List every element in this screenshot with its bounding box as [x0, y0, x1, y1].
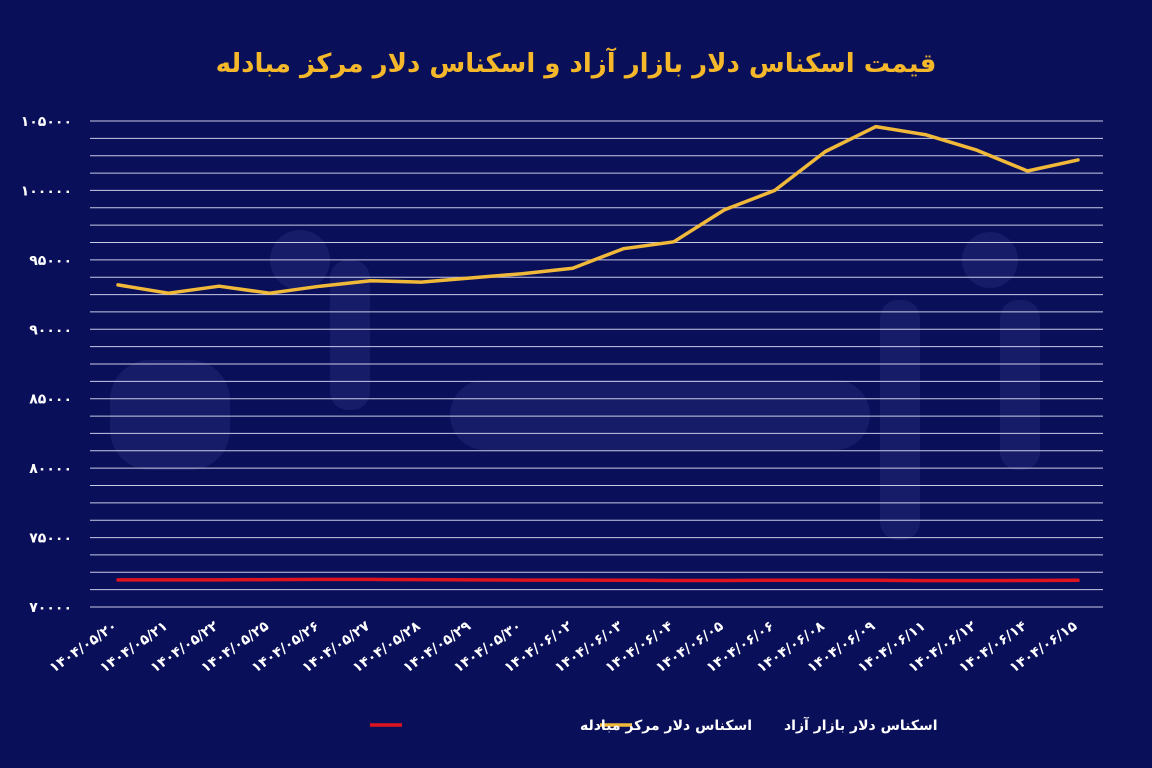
data-point [167, 291, 171, 295]
data-point [268, 291, 272, 295]
data-point [924, 579, 928, 583]
data-point [823, 578, 827, 582]
chart-title: قیمت اسکناس دلار بازار آزاد و اسکناس دلا… [216, 47, 937, 79]
data-point [470, 276, 474, 280]
data-point [116, 578, 120, 582]
data-point [470, 578, 474, 582]
data-point [520, 272, 524, 276]
data-point [975, 148, 979, 152]
y-tick-label: ۷۰۰۰۰ [29, 600, 72, 616]
data-point [1025, 578, 1029, 582]
y-tick-label: ۹۵۰۰۰ [29, 253, 72, 269]
data-point [823, 150, 827, 154]
data-point [621, 578, 625, 582]
data-point [975, 579, 979, 583]
legend: اسکناس دلار بازار آزاد اسکناس دلار مرکز م… [370, 716, 938, 734]
watermark [110, 230, 1040, 540]
data-point [672, 240, 676, 244]
data-point [924, 133, 928, 137]
data-point [520, 578, 524, 582]
series-line-free-market [116, 124, 1080, 295]
data-point [419, 578, 423, 582]
data-point [217, 284, 221, 288]
y-axis: ۷۰۰۰۰ ۷۵۰۰۰ ۸۰۰۰۰ ۸۵۰۰۰ ۹۰۰۰۰ ۹۵۰۰۰ ۱۰۰۰۰۰ ۱۰۵۰… [21, 114, 72, 616]
data-point [773, 188, 777, 192]
data-point [369, 279, 373, 283]
data-point [571, 266, 575, 270]
data-point [722, 578, 726, 582]
series-line-exchange-center [116, 577, 1080, 583]
y-tick-label: ۸۰۰۰۰ [29, 461, 72, 477]
data-point [722, 208, 726, 212]
data-point [369, 577, 373, 581]
x-axis: ۱۴۰۴/۰۵/۲۰۱۴۰۴/۰۵/۲۱۱۴۰۴/۰۵/۲۲۱۴۰۴/۰۵/۲۵… [47, 618, 1081, 676]
y-tick-label: ۹۰۰۰۰ [29, 322, 72, 338]
legend-label-free-market: اسکناس دلار بازار آزاد [784, 716, 938, 734]
y-tick-label: ۸۵۰۰۰ [29, 392, 72, 408]
data-point [1076, 158, 1080, 162]
y-tick-label: ۱۰۵۰۰۰ [21, 114, 72, 130]
data-point [773, 578, 777, 582]
data-point [621, 247, 625, 251]
data-point [167, 578, 171, 582]
data-point [318, 284, 322, 288]
legend-label-exchange-center: اسکناس دلار مرکز مبادله [580, 718, 752, 734]
data-point [874, 578, 878, 582]
data-point [672, 578, 676, 582]
data-point [419, 280, 423, 284]
data-point [318, 577, 322, 581]
data-point [571, 578, 575, 582]
series-layer [116, 124, 1080, 583]
y-tick-label: ۱۰۰۰۰۰ [21, 183, 72, 199]
y-tick-label: ۷۵۰۰۰ [29, 531, 72, 547]
data-point [268, 578, 272, 582]
data-point [874, 125, 878, 129]
data-point [116, 283, 120, 287]
grid [90, 120, 1103, 608]
data-point [1025, 169, 1029, 173]
data-point [1076, 578, 1080, 582]
data-point [217, 578, 221, 582]
